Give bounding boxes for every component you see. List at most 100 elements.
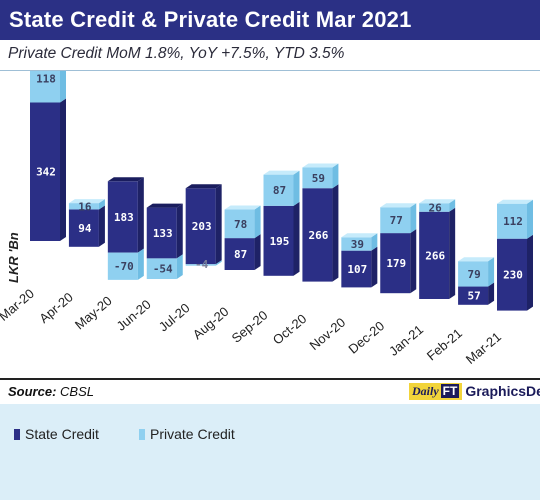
bar-private-top-dec-20 bbox=[380, 203, 417, 208]
bar-private-feb-21 bbox=[458, 261, 489, 287]
bar-private-side-apr-20 bbox=[98, 199, 105, 210]
bar-private-side-jun-20 bbox=[176, 254, 183, 280]
data-label-state-apr-20: 94 bbox=[78, 222, 92, 235]
data-label-private-dec-20: 77 bbox=[390, 214, 403, 227]
bar-state-side-sep-20 bbox=[293, 201, 300, 276]
bar-private-top-sep-20 bbox=[263, 170, 300, 175]
bar-private-top-jan-21 bbox=[419, 199, 456, 204]
bar-private-oct-20 bbox=[302, 167, 333, 189]
data-label-state-may-20: 183 bbox=[114, 211, 134, 224]
data-label-private-jul-20: -4 bbox=[195, 258, 209, 271]
bar-private-aug-20 bbox=[224, 209, 255, 239]
bar-state-side-apr-20 bbox=[98, 205, 105, 247]
data-label-state-feb-21: 57 bbox=[467, 290, 480, 303]
bar-private-apr-20 bbox=[68, 203, 99, 210]
bar-private-top-aug-20 bbox=[224, 205, 261, 210]
data-label-state-aug-20: 87 bbox=[234, 248, 247, 261]
bar-state-top-jun-20 bbox=[146, 203, 183, 208]
data-label-private-jan-21: 26 bbox=[429, 201, 443, 214]
data-label-private-nov-20: 39 bbox=[351, 238, 364, 251]
bar-state-apr-20 bbox=[68, 209, 99, 247]
bar-private-side-feb-21 bbox=[488, 257, 495, 287]
bar-private-nov-20 bbox=[341, 237, 372, 251]
x-tick-label-oct-20: Oct-20 bbox=[270, 311, 310, 348]
bar-chart: 342 118 Mar-20 94 16 Apr-20 183 -70 May-20 133 -54… bbox=[0, 71, 533, 367]
bar-private-side-nov-20 bbox=[371, 233, 378, 251]
legend-item-private: Private Credit bbox=[139, 426, 235, 442]
source-note: Source: CBSL bbox=[8, 384, 94, 399]
bar-state-side-oct-20 bbox=[332, 184, 339, 282]
bar-private-side-sep-20 bbox=[293, 170, 300, 206]
x-tick-label-may-20: May-20 bbox=[72, 293, 115, 332]
source-label: Source: bbox=[8, 384, 57, 399]
bar-state-mar-20 bbox=[30, 102, 60, 242]
chart-subtitle: Private Credit MoM 1.8%, YoY +7.5%, YTD … bbox=[8, 45, 345, 62]
bar-private-top-nov-20 bbox=[341, 233, 378, 238]
legend-swatch-state bbox=[14, 429, 20, 440]
bar-state-side-jul-20 bbox=[215, 184, 222, 265]
bar-state-side-may-20 bbox=[137, 177, 144, 253]
bar-private-side-may-20 bbox=[137, 248, 144, 280]
data-label-private-jun-20: -54 bbox=[153, 263, 173, 276]
bar-private-side-aug-20 bbox=[254, 205, 261, 239]
bar-state-oct-20 bbox=[302, 188, 333, 282]
y-axis-label: LKR 'Bn bbox=[6, 232, 21, 283]
bar-state-mar-21 bbox=[497, 238, 527, 311]
bar-private-jun-20 bbox=[146, 258, 177, 280]
bar-private-top-mar-21 bbox=[497, 199, 533, 204]
data-label-private-mar-20: 118 bbox=[36, 73, 56, 86]
data-label-state-sep-20: 195 bbox=[270, 235, 290, 248]
bar-state-nov-20 bbox=[341, 250, 372, 288]
data-label-private-oct-20: 59 bbox=[312, 172, 325, 185]
bar-state-jul-20 bbox=[185, 188, 216, 265]
bar-state-side-jan-21 bbox=[449, 207, 456, 299]
data-label-state-mar-20: 342 bbox=[36, 166, 56, 179]
bar-state-aug-20 bbox=[224, 238, 255, 270]
bar-private-top-feb-21 bbox=[458, 257, 495, 262]
x-tick-label-mar-20: Mar-20 bbox=[0, 286, 37, 324]
data-label-state-mar-21: 230 bbox=[503, 269, 523, 282]
data-label-state-oct-20: 266 bbox=[308, 229, 328, 242]
bar-private-jan-21 bbox=[419, 203, 450, 212]
chart-title: State Credit & Private Credit Mar 2021 bbox=[9, 7, 412, 32]
bar-private-side-oct-20 bbox=[332, 163, 339, 189]
bar-state-side-aug-20 bbox=[254, 234, 261, 270]
x-tick-label-feb-21: Feb-21 bbox=[424, 325, 465, 363]
bar-state-side-nov-20 bbox=[371, 246, 378, 288]
legend-swatch-private bbox=[139, 429, 145, 440]
data-label-state-nov-20: 107 bbox=[347, 263, 367, 276]
bar-state-may-20 bbox=[107, 181, 138, 253]
bar-private-side-jul-20 bbox=[215, 260, 222, 266]
x-tick-label-dec-20: Dec-20 bbox=[345, 318, 387, 356]
x-tick-label-apr-20: Apr-20 bbox=[36, 289, 76, 326]
bar-private-top-apr-20 bbox=[68, 199, 105, 204]
bar-private-may-20 bbox=[107, 252, 138, 280]
bar-private-mar-20 bbox=[30, 71, 60, 103]
bar-private-side-dec-20 bbox=[410, 203, 417, 234]
bar-private-top-oct-20 bbox=[302, 163, 339, 168]
data-label-private-may-20: -70 bbox=[114, 260, 134, 273]
dailyft-logo-ft: FT bbox=[440, 384, 460, 398]
data-label-state-jan-21: 266 bbox=[425, 249, 445, 262]
data-label-state-jul-20: 203 bbox=[192, 220, 212, 233]
subtitle-bar: Private Credit MoM 1.8%, YoY +7.5%, YTD … bbox=[0, 40, 540, 71]
dailyft-logo-daily: Daily bbox=[412, 384, 439, 398]
data-label-private-mar-21: 112 bbox=[503, 215, 523, 228]
data-label-private-feb-21: 79 bbox=[467, 268, 480, 281]
x-tick-label-nov-20: Nov-20 bbox=[307, 315, 349, 353]
bar-private-dec-20 bbox=[380, 207, 411, 234]
bar-state-feb-21 bbox=[458, 286, 489, 305]
bar-private-side-mar-20 bbox=[60, 71, 66, 103]
bar-state-jan-21 bbox=[419, 211, 450, 299]
bar-state-top-may-20 bbox=[107, 177, 144, 182]
bar-private-sep-20 bbox=[263, 174, 294, 206]
bar-state-jun-20 bbox=[146, 207, 177, 259]
bar-state-side-mar-21 bbox=[527, 234, 533, 311]
x-tick-label-mar-21: Mar-21 bbox=[463, 329, 504, 367]
x-tick-label-aug-20: Aug-20 bbox=[190, 304, 232, 342]
data-label-private-aug-20: 78 bbox=[234, 218, 247, 231]
legend-label-private: Private Credit bbox=[150, 426, 235, 442]
bar-state-side-dec-20 bbox=[410, 229, 417, 294]
x-tick-label-jun-20: Jun-20 bbox=[114, 297, 154, 334]
title-bar: State Credit & Private Credit Mar 2021 bbox=[0, 0, 540, 40]
